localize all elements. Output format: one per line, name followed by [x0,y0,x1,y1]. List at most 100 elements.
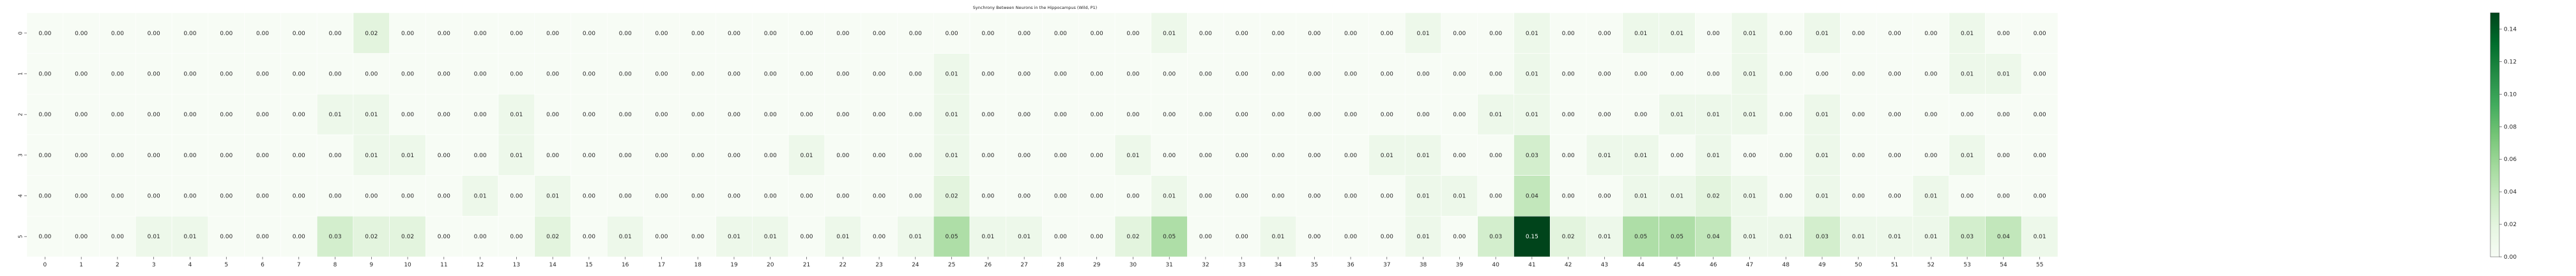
cell-value-label: 0.00 [1852,72,1865,78]
heatmap-cell [171,53,209,95]
heatmap-cell [1078,94,1116,135]
cell-value-label: 0.03 [1489,234,1502,240]
heatmap-cell [571,134,608,176]
heatmap-cell [1514,12,1551,54]
y-tick-label: 0 [18,31,24,34]
cell-value-label: 0.00 [329,72,342,78]
cell-value-label: 0.00 [1236,31,1248,37]
cell-value-label: 0.00 [873,72,885,78]
cell-value-label: 0.00 [1236,194,1248,200]
colorbar: 0.00 0.02 0.04 0.06 0.08 0.10 0.12 0.14 [2490,12,2517,261]
heatmap-cell [1042,134,1079,176]
heatmap-cell [280,216,318,257]
cell-value-label: 0.00 [329,194,342,200]
heatmap-cell [1876,94,1913,135]
heatmap-cells [26,12,2058,257]
heatmap-cell [1804,53,1841,95]
cell-value-label: 0.01 [946,112,958,118]
cell-value-label: 0.00 [438,72,450,78]
heatmap-cell [389,94,426,135]
heatmap-cell [2021,134,2058,176]
x-tick-label: 51 [1891,262,1898,268]
cell-value-label: 0.00 [1816,72,1828,78]
cell-value-label: 0.00 [220,72,233,78]
cell-value-label: 0.00 [800,194,813,200]
heatmap-cell [1368,134,1406,176]
cell-value-label: 0.02 [365,234,378,240]
heatmap-cell [1514,134,1551,176]
heatmap-cell [1949,216,1986,257]
cell-value-label: 0.00 [691,112,704,118]
heatmap-cell [1514,216,1551,257]
cell-value-label: 0.00 [981,31,994,37]
heatmap-cell [1731,53,1768,95]
heatmap-cell [26,175,64,217]
cell-value-label: 0.00 [1199,234,1212,240]
heatmap-cell [1187,53,1224,95]
cell-value-label: 0.01 [1417,234,1430,240]
heatmap-cell [716,175,753,217]
heatmap-cell [461,12,499,54]
heatmap-cell [571,53,608,95]
cell-value-label: 0.00 [148,194,160,200]
cell-value-label: 0.00 [981,112,994,118]
heatmap-cell [1006,12,1043,54]
cell-value-label: 0.00 [800,31,813,37]
cell-value-label: 0.00 [1924,112,1937,118]
heatmap-cell [1296,216,1333,257]
cell-value-label: 0.00 [1091,112,1103,118]
heatmap-cell [1949,53,1986,95]
cell-value-label: 0.00 [111,234,124,240]
cell-value-label: 0.00 [1091,153,1103,159]
cell-value-label: 0.00 [111,72,124,78]
heatmap-cell [208,53,245,95]
cell-value-label: 0.01 [1707,112,1720,118]
cell-value-label: 0.00 [2034,112,2046,118]
cell-value-label: 0.00 [728,194,740,200]
cell-value-label: 0.01 [329,112,342,118]
heatmap-cell [2021,94,2058,135]
cell-value-label: 0.03 [329,234,342,240]
x-tick-label: 6 [261,262,264,268]
heatmap-cell [1949,134,1986,176]
heatmap-cell [2021,53,2058,95]
heatmap-cell [1006,53,1043,95]
cell-value-label: 0.00 [800,234,813,240]
cell-value-label: 0.00 [691,72,704,78]
cell-value-label: 0.00 [655,234,668,240]
heatmap-cell [969,175,1007,217]
cell-value-label: 0.00 [583,31,595,37]
cell-value-label: 0.01 [1634,153,1647,159]
cell-value-label: 0.00 [438,153,450,159]
cell-value-label: 0.00 [909,31,922,37]
heatmap-cell [316,216,354,257]
heatmap-cell [1114,94,1152,135]
cell-value-label: 0.00 [1852,153,1865,159]
cell-value-label: 0.00 [1271,112,1284,118]
x-tick-label: 19 [730,262,738,268]
cell-value-label: 0.01 [365,153,378,159]
cell-value-label: 0.00 [1417,112,1430,118]
cell-value-label: 0.00 [836,112,849,118]
cell-value-label: 0.05 [1163,234,1176,240]
heatmap-cell [1731,134,1768,176]
cell-value-label: 0.00 [75,153,88,159]
cell-value-label: 0.02 [401,234,414,240]
heatmap-cell [99,94,136,135]
heatmap-cell [1404,12,1442,54]
cell-value-label: 0.00 [220,112,233,118]
cell-value-label: 0.02 [1126,234,1139,240]
cell-value-label: 0.00 [1598,112,1611,118]
cell-value-label: 0.00 [873,153,885,159]
cell-value-label: 0.00 [836,194,849,200]
cell-value-label: 0.03 [1526,153,1538,159]
cell-value-label: 0.00 [111,194,124,200]
cell-value-label: 0.00 [873,31,885,37]
heatmap-cell [1332,134,1369,176]
heatmap-cell [969,94,1007,135]
heatmap-cell [1622,175,1659,217]
cell-value-label: 0.05 [1634,234,1647,240]
x-tick-label: 49 [1818,262,1826,268]
cell-value-label: 0.00 [1126,72,1139,78]
cell-value-label: 0.00 [1453,153,1466,159]
